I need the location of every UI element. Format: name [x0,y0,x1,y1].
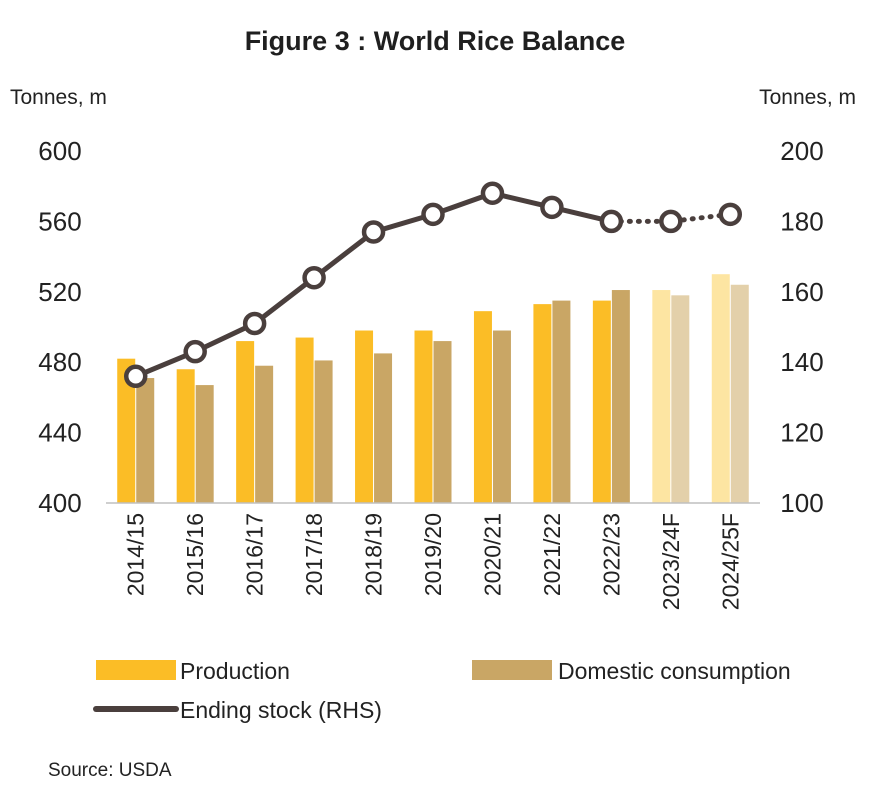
ending-stock-point [480,181,505,205]
legend-label-ending-stock: Ending stock (RHS) [180,697,382,723]
left-tick-label: 480 [38,347,81,377]
ending-stock-point [540,195,564,220]
legend-swatch-production [96,660,176,680]
legend: Production Domestic consumption Ending s… [93,658,791,723]
right-tick-label: 100 [780,488,823,518]
left-axis-unit: Tonnes, m [10,86,107,109]
left-tick-label: 440 [38,418,81,448]
x-tick-label: 2019/20 [420,513,446,596]
right-tick-label: 120 [780,418,823,448]
ending-stock-point [718,202,743,227]
x-tick-label: 2014/15 [123,513,149,596]
x-tick-label: 2021/22 [539,513,565,596]
chart-title: Figure 3 : World Rice Balance [244,26,626,56]
bar-production [414,330,433,503]
bar-domestic-consumption [374,353,393,503]
bar-production [652,290,671,503]
bar-domestic-consumption [433,341,452,503]
bar-production [117,358,136,503]
ending-stock-point [242,311,267,336]
left-tick-label: 400 [38,488,81,518]
bar-domestic-consumption [136,378,155,503]
bar-domestic-consumption [255,365,274,503]
bar-production [236,341,255,503]
ending-stock-point [421,202,445,227]
bars-group [117,274,749,503]
bar-domestic-consumption [195,385,214,503]
x-tick-label: 2024/25F [717,513,743,610]
bar-production [592,300,611,503]
bar-production [176,369,195,503]
legend-label-domestic-consumption: Domestic consumption [558,658,791,684]
ending-stock-point [183,339,207,364]
bar-domestic-consumption [730,284,749,503]
bar-domestic-consumption [492,330,511,503]
ending-stock-point [361,220,386,244]
x-tick-label: 2020/21 [479,513,505,596]
ending-stock-point [599,209,624,234]
ending-stock-line [123,181,743,389]
bar-domestic-consumption [611,290,630,503]
bar-production [355,330,374,503]
legend-label-production: Production [180,658,290,684]
right-tick-label: 200 [780,136,823,166]
x-tick-label: 2016/17 [242,513,268,596]
left-tick-label: 600 [38,136,81,166]
legend-swatch-domestic-consumption [472,660,552,680]
ending-stock-point [123,364,148,389]
source-note: Source: USDA [48,760,172,781]
bar-domestic-consumption [671,295,690,503]
x-tick-label: 2017/18 [301,513,327,596]
bar-production [295,337,314,503]
bar-production [533,304,552,503]
bar-production [473,311,492,503]
x-axis-ticks: 2014/15 2015/16 2016/17 2017/18 2018/19 2019/… [123,513,744,610]
ending-stock-point [659,209,683,234]
ending-stock-forecast-line [608,211,733,224]
bar-production [711,274,730,503]
ending-stock-point [302,265,326,290]
x-tick-label: 2023/24F [658,513,684,610]
bar-domestic-consumption [552,300,571,503]
right-axis-unit: Tonnes, m [759,86,856,109]
right-tick-label: 140 [780,347,823,377]
bar-domestic-consumption [314,360,333,503]
left-tick-label: 520 [38,277,81,307]
right-axis-ticks: 100 120 140 160 180 200 [780,136,823,518]
left-axis-ticks: 400 440 480 520 560 600 [38,136,81,518]
right-tick-label: 160 [780,277,823,307]
x-tick-label: 2015/16 [182,513,208,596]
x-tick-label: 2018/19 [361,513,387,596]
left-tick-label: 560 [38,206,81,236]
right-tick-label: 180 [780,206,823,236]
x-tick-label: 2022/23 [598,513,624,596]
